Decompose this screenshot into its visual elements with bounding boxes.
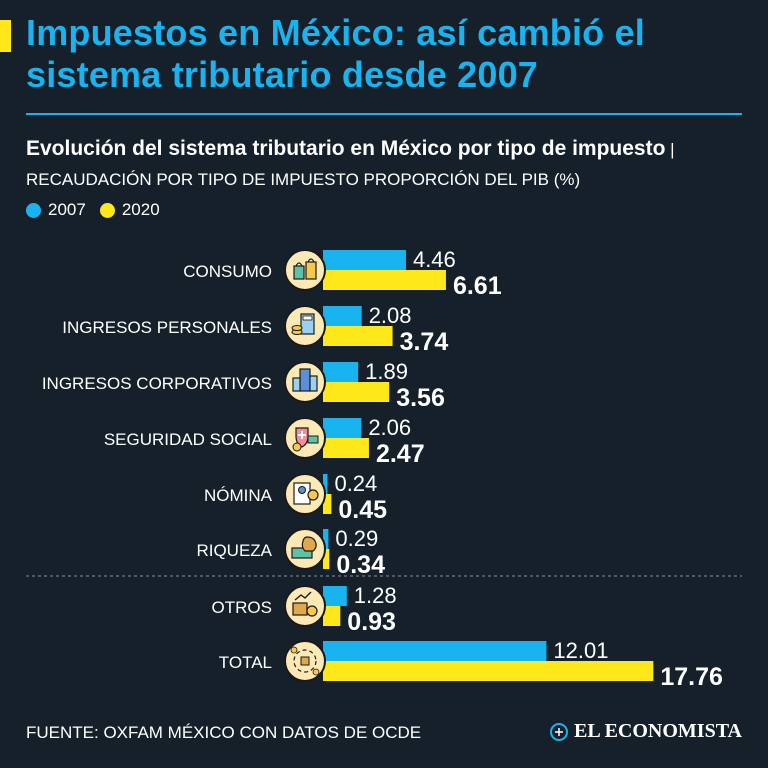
legend-label-2020: 2020 (121, 200, 160, 219)
bar-2020-riqueza (323, 549, 330, 569)
category-label-otros: OTROS (212, 598, 272, 617)
subtitle-bold: Evolución del sistema tributario en Méxi… (26, 137, 666, 160)
category-label-ingresos-personales: INGRESOS PERSONALES (62, 318, 272, 337)
value-2020-seguridad-social: 2.47 (376, 440, 425, 468)
legend-label-2007: 2007 (48, 200, 86, 219)
brand-name: EL ECONOMISTA (574, 720, 742, 742)
value-2020-ingresos-corporativos: 3.56 (396, 384, 445, 412)
value-2020-consumo: 6.61 (453, 272, 502, 300)
bar-2020-consumo (323, 270, 446, 290)
value-2007-nomina: 0.24 (334, 471, 377, 496)
value-2020-total: 17.76 (660, 663, 723, 691)
bar-2020-ingresos-corporativos (323, 382, 390, 402)
payroll-id-icon (284, 473, 326, 515)
legend-dot-2007 (26, 202, 41, 218)
boxes-chart-icon (284, 585, 326, 627)
bar-2020-seguridad-social (323, 438, 369, 458)
bar-2007-consumo (323, 250, 406, 270)
value-2007-ingresos-corporativos: 1.89 (365, 359, 408, 384)
value-2020-nomina: 0.45 (338, 496, 387, 524)
chart-subtitle: Evolución del sistema tributario en Méxi… (26, 134, 746, 194)
bar-2007-nomina (323, 474, 328, 494)
chart-legend: 2007 2020 (26, 200, 174, 220)
value-2007-consumo: 4.46 (413, 247, 456, 272)
cycle-arrows-icon (284, 640, 326, 682)
brand-mark: EL ECONOMISTA (550, 720, 742, 743)
value-2020-ingresos-personales: 3.74 (400, 328, 449, 356)
value-2020-otros: 0.93 (347, 608, 396, 636)
money-stack-icon (284, 528, 326, 570)
category-label-ingresos-corporativos: INGRESOS CORPORATIVOS (42, 374, 272, 393)
value-2007-ingresos-personales: 2.08 (369, 303, 412, 328)
category-label-seguridad-social: SEGURIDAD SOCIAL (104, 430, 272, 449)
bar-2007-seguridad-social (323, 418, 362, 438)
category-label-total: TOTAL (219, 653, 272, 672)
value-2007-riqueza: 0.29 (335, 526, 378, 551)
category-label-consumo: CONSUMO (183, 262, 272, 281)
bar-2007-riqueza (323, 529, 329, 549)
legend-dot-2020 (99, 202, 115, 218)
value-2007-total: 12.01 (553, 638, 608, 663)
subtitle-separator: | (665, 140, 675, 159)
value-2020-riqueza: 0.34 (336, 551, 385, 579)
title-accent-bar (0, 20, 11, 52)
brand-logo-icon (550, 722, 568, 741)
legend-item-2020: 2020 (99, 200, 160, 220)
source-note: FUENTE: OXFAM MÉXICO CON DATOS DE OCDE (26, 723, 422, 742)
bar-2020-total (323, 661, 654, 681)
bar-2007-ingresos-personales (323, 306, 362, 326)
value-2007-seguridad-social: 2.06 (368, 415, 411, 440)
office-building-icon (284, 361, 326, 403)
shopping-bags-icon (284, 249, 326, 291)
bar-2020-ingresos-personales (323, 326, 393, 346)
calculator-coins-icon (284, 305, 326, 347)
bar-2020-nomina (323, 494, 332, 514)
bar-2007-ingresos-corporativos (323, 362, 359, 382)
bar-2007-total (323, 641, 547, 661)
category-label-nomina: NÓMINA (204, 486, 273, 505)
health-shield-icon (284, 417, 326, 459)
value-2007-otros: 1.28 (354, 583, 397, 608)
subtitle-units: RECAUDACIÓN POR TIPO DE IMPUESTO PROPORC… (26, 170, 581, 189)
category-label-riqueza: RIQUEZA (196, 541, 272, 560)
bar-2007-otros (323, 586, 347, 606)
legend-item-2007: 2007 (26, 200, 86, 220)
page-title: Impuestos en México: así cambió el siste… (26, 12, 645, 95)
bar-2020-otros (323, 606, 341, 626)
title-divider (26, 113, 742, 115)
